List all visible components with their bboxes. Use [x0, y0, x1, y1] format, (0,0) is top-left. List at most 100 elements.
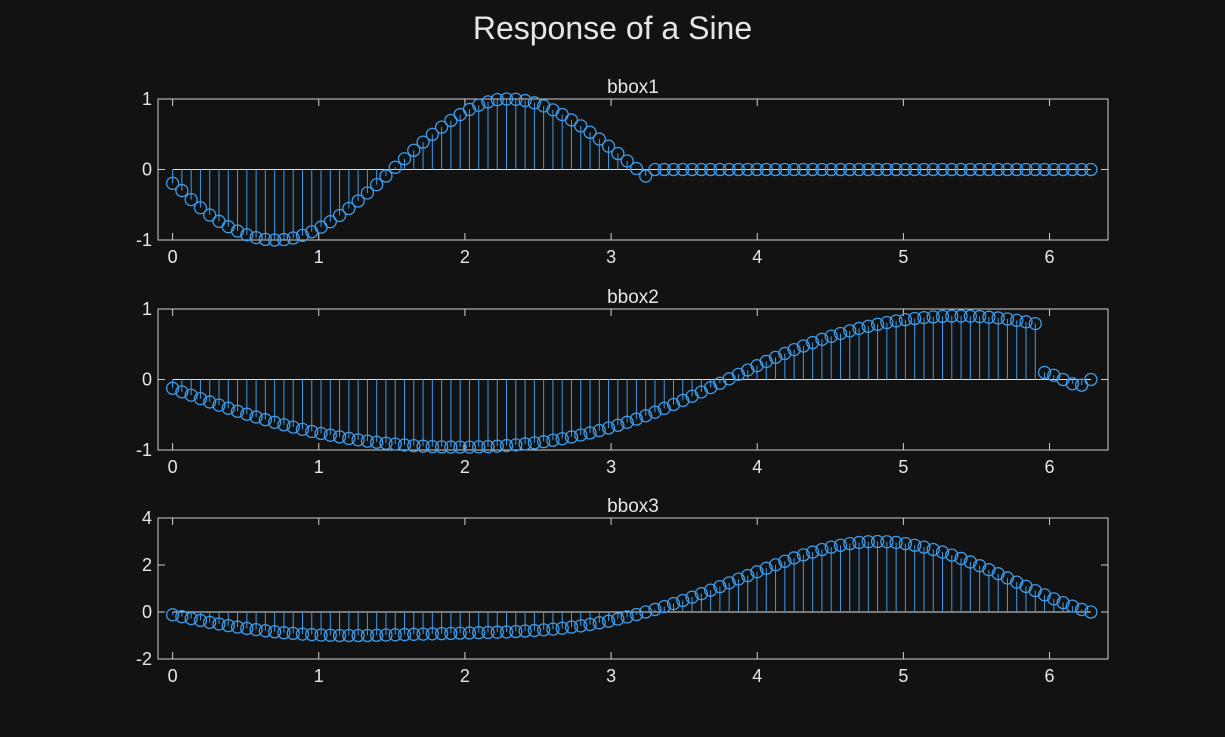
stem-marker [184, 192, 198, 207]
subplot-title: bbox1 [607, 77, 659, 98]
stem-marker [230, 224, 245, 238]
stem-marker [1065, 162, 1080, 177]
stem-marker [351, 433, 365, 447]
stem-marker [620, 154, 634, 168]
stem-marker [1000, 162, 1015, 177]
stem-marker [332, 208, 347, 223]
stem-marker [676, 593, 690, 608]
stem-marker [778, 162, 792, 177]
stem-marker [778, 346, 792, 361]
stem-marker [889, 535, 903, 550]
stem-marker [416, 135, 430, 149]
stem-marker [824, 162, 838, 177]
stem-marker [676, 393, 690, 408]
stem-marker [945, 548, 959, 562]
stem-marker [472, 440, 486, 454]
stem-marker [731, 572, 746, 586]
stem-marker [889, 162, 903, 177]
stem-marker [360, 186, 375, 200]
stem-marker [676, 162, 690, 177]
stem-marker [852, 535, 866, 550]
stem-marker [425, 627, 439, 641]
stem-marker [583, 125, 597, 139]
stem-marker [629, 161, 644, 176]
stem-marker [741, 162, 755, 177]
stem-marker [268, 233, 282, 247]
stem-marker [295, 422, 310, 436]
stem-marker [1056, 372, 1070, 387]
stem-marker [741, 568, 755, 583]
stem-marker [620, 415, 634, 429]
stem-marker [898, 536, 913, 551]
stem-marker [165, 381, 180, 395]
stem-marker [824, 540, 838, 554]
x-tick-label: 4 [752, 666, 762, 686]
stem-marker [852, 162, 866, 177]
stem-marker [1037, 365, 1052, 380]
y-tick-label: -1 [136, 440, 152, 460]
stem-marker [193, 391, 208, 406]
stem-marker [908, 162, 922, 177]
subplot-2: bbox2 0 1 2 3 4 5 6 -1 0 1 [136, 287, 1109, 477]
x-tick-label: 3 [606, 666, 616, 686]
stem-marker [898, 312, 913, 327]
stem-marker [416, 627, 430, 641]
stem-marker [537, 623, 551, 637]
stem-marker [453, 626, 467, 640]
stem-marker [212, 398, 226, 412]
stem-marker [982, 310, 996, 324]
stem-marker [824, 329, 838, 343]
stem-marker [564, 430, 579, 444]
stem-marker [407, 143, 421, 157]
stem-marker [592, 616, 606, 630]
stem-marker [332, 628, 347, 643]
stem-marker [221, 618, 235, 633]
stem-marker [472, 626, 486, 640]
stem-marker [991, 162, 1005, 177]
stem-marker [212, 617, 226, 631]
stem-marker [444, 113, 458, 128]
stem-marker [926, 162, 940, 177]
x-tick-label: 2 [460, 247, 470, 267]
stem-marker [268, 415, 282, 429]
stem-marker [945, 162, 959, 177]
stem-marker [1084, 372, 1098, 387]
stem-marker [954, 162, 968, 177]
stem-marker [1000, 571, 1015, 585]
stem-marker [963, 309, 977, 323]
stem-marker [898, 162, 913, 177]
stem-marker [611, 418, 625, 432]
stem-marker [1028, 583, 1042, 598]
stem-marker [592, 423, 606, 438]
stem-marker [472, 98, 486, 112]
stem-marker [555, 432, 569, 446]
stem-marker [731, 162, 746, 177]
subplot-title: bbox3 [607, 496, 659, 517]
stem-marker [258, 413, 273, 427]
stem-marker [249, 230, 263, 245]
stem-marker [1037, 588, 1052, 602]
stem-marker [685, 590, 699, 604]
stem-marker [787, 162, 801, 177]
stem-marker [713, 162, 727, 177]
stem-marker [991, 311, 1005, 325]
stem-marker [880, 535, 894, 549]
stem-marker [481, 439, 495, 454]
stem-marker [917, 540, 931, 554]
stem-marker [1019, 579, 1033, 594]
figure-title: Response of a Sine [472, 10, 753, 46]
stem-marker [277, 626, 291, 640]
stem-marker [527, 96, 542, 110]
stem-marker [462, 626, 477, 640]
stem-marker [295, 228, 310, 242]
stem-marker [574, 119, 588, 133]
stem-marker [852, 321, 866, 336]
x-tick-label: 3 [606, 457, 616, 477]
stem-marker [277, 232, 291, 247]
stem-marker [314, 426, 328, 441]
stem-marker [601, 139, 616, 153]
stem-marker [462, 102, 477, 117]
stem-marker [286, 420, 300, 434]
stem-marker [611, 146, 625, 161]
x-tick-label: 2 [460, 457, 470, 477]
